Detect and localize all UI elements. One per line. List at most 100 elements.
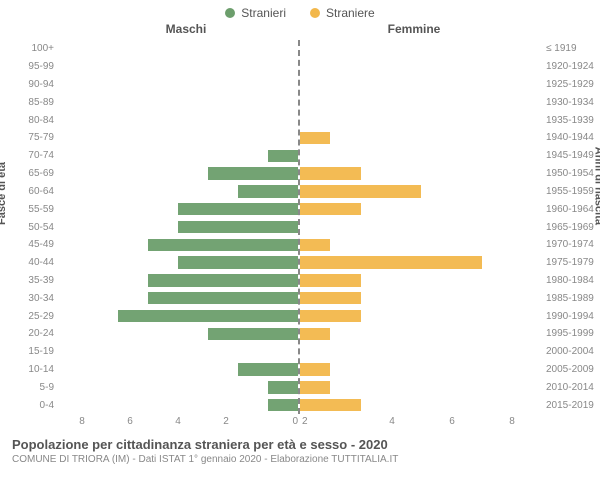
x-axis: 864202468 <box>0 414 600 427</box>
bar-row <box>58 361 298 379</box>
bar-row <box>300 183 542 201</box>
age-band-label: 50-54 <box>0 218 54 236</box>
bar-row <box>58 93 298 111</box>
bar-row <box>300 200 542 218</box>
bar-row <box>300 147 542 165</box>
bar-row <box>58 111 298 129</box>
age-band-label: 90-94 <box>0 76 54 94</box>
bar-female <box>300 167 361 179</box>
legend-label-female: Straniere <box>326 6 375 20</box>
age-band-label: 30-34 <box>0 289 54 307</box>
bar-row <box>300 58 542 76</box>
bar-row <box>300 396 542 414</box>
bar-male <box>268 381 298 393</box>
chart-title: Popolazione per cittadinanza straniera p… <box>0 427 600 452</box>
age-band-label: 45-49 <box>0 236 54 254</box>
bar-male <box>178 203 298 215</box>
bar-row <box>58 272 298 290</box>
bar-row <box>58 396 298 414</box>
x-tick-label: 6 <box>106 416 154 427</box>
birth-band-label: 1920-1924 <box>546 58 600 76</box>
bar-row <box>300 254 542 272</box>
bar-row <box>300 93 542 111</box>
birth-band-label: 1985-1989 <box>546 289 600 307</box>
bars-female <box>300 40 542 414</box>
bar-row <box>300 289 542 307</box>
x-tick-label: 2 <box>300 416 362 427</box>
age-band-label: 40-44 <box>0 254 54 272</box>
age-band-label: 5-9 <box>0 378 54 396</box>
bar-female <box>300 363 330 375</box>
age-band-label: 75-79 <box>0 129 54 147</box>
x-tick-label: 0 <box>250 416 300 427</box>
column-header-male: Maschi <box>0 22 300 36</box>
bar-female <box>300 274 361 286</box>
bar-row <box>58 378 298 396</box>
bar-female <box>300 185 421 197</box>
legend-swatch-female <box>310 8 320 18</box>
y-axis-left-label: Fasce di età <box>0 162 8 225</box>
bar-male <box>148 292 298 304</box>
x-tick-label: 2 <box>202 416 250 427</box>
bar-row <box>300 218 542 236</box>
bar-row <box>300 40 542 58</box>
bar-female <box>300 256 482 268</box>
bar-female <box>300 239 330 251</box>
birth-band-label: 2015-2019 <box>546 396 600 414</box>
bar-row <box>300 111 542 129</box>
bar-female <box>300 399 361 411</box>
birth-band-label: 1935-1939 <box>546 111 600 129</box>
age-band-label: 65-69 <box>0 165 54 183</box>
bar-row <box>58 200 298 218</box>
y-axis-right-label: Anni di nascita <box>592 147 600 225</box>
bar-male <box>118 310 298 322</box>
bar-row <box>58 165 298 183</box>
bar-row <box>58 343 298 361</box>
bar-row <box>58 236 298 254</box>
bar-male <box>238 185 298 197</box>
bar-female <box>300 381 330 393</box>
plot-area <box>58 40 542 414</box>
bar-row <box>58 147 298 165</box>
bar-row <box>58 40 298 58</box>
age-band-label: 85-89 <box>0 93 54 111</box>
birth-band-label: 1925-1929 <box>546 76 600 94</box>
bar-row <box>300 343 542 361</box>
birth-band-label: 1990-1994 <box>546 307 600 325</box>
bar-row <box>58 254 298 272</box>
bar-male <box>148 274 298 286</box>
bar-row <box>58 129 298 147</box>
age-band-label: 10-14 <box>0 361 54 379</box>
chart-area: Fasce di età Anni di nascita 100+95-9990… <box>0 36 600 414</box>
bar-female <box>300 132 330 144</box>
bar-row <box>300 76 542 94</box>
column-header-female: Femmine <box>300 22 600 36</box>
birth-band-label: 1975-1979 <box>546 254 600 272</box>
bar-row <box>300 307 542 325</box>
age-band-label: 15-19 <box>0 343 54 361</box>
bar-male <box>178 221 298 233</box>
age-band-label: 70-74 <box>0 147 54 165</box>
bar-row <box>300 165 542 183</box>
bar-male <box>268 399 298 411</box>
legend-swatch-male <box>225 8 235 18</box>
x-tick-label: 8 <box>58 416 106 427</box>
age-band-label: 95-99 <box>0 58 54 76</box>
bar-female <box>300 328 330 340</box>
x-tick-label: 6 <box>422 416 482 427</box>
bar-row <box>300 129 542 147</box>
age-band-label: 60-64 <box>0 183 54 201</box>
age-band-label: 55-59 <box>0 200 54 218</box>
x-tick-label: 4 <box>154 416 202 427</box>
birth-band-label: 1970-1974 <box>546 236 600 254</box>
bar-row <box>300 272 542 290</box>
bar-row <box>58 58 298 76</box>
birth-band-label: 2005-2009 <box>546 361 600 379</box>
bar-female <box>300 292 361 304</box>
bar-male <box>148 239 298 251</box>
bar-male <box>268 150 298 162</box>
bars-male <box>58 40 300 414</box>
bar-row <box>58 218 298 236</box>
legend-item-female: Straniere <box>310 6 375 20</box>
birth-band-label: 2000-2004 <box>546 343 600 361</box>
